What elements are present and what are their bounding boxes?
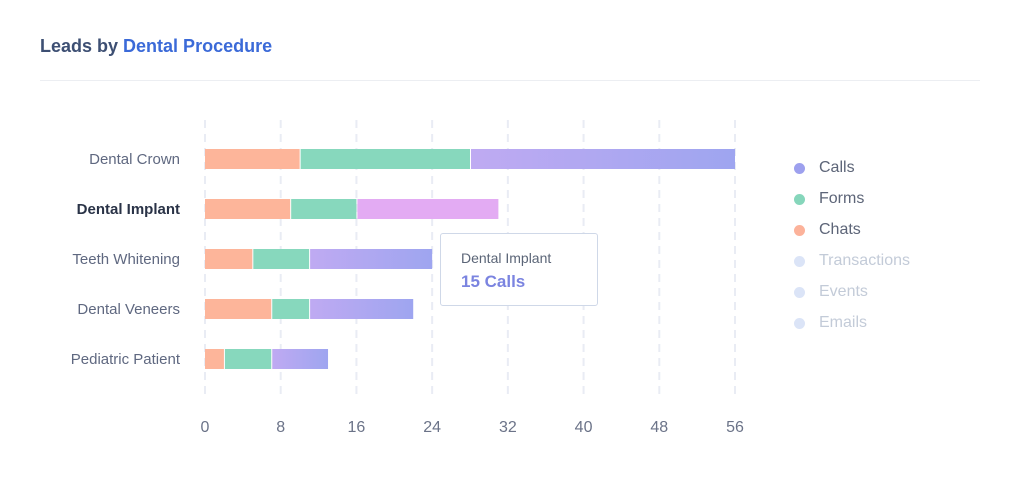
bar-segment-chats: [205, 299, 272, 319]
x-tick-label: 32: [499, 419, 517, 436]
legend-dot: [794, 317, 805, 329]
legend-label: Calls: [819, 159, 855, 176]
legend-item-events[interactable]: Events: [794, 272, 910, 312]
x-tick-label: 56: [726, 419, 744, 436]
category-label: Dental Crown: [89, 151, 180, 168]
legend-label: Chats: [819, 221, 861, 238]
category-label: Dental Implant: [77, 201, 180, 218]
legend-dot: [794, 255, 805, 267]
bar-segment-calls: [471, 149, 735, 169]
bar-segment-forms: [291, 199, 357, 219]
chart-tooltip: Dental Implant 15 Calls: [440, 233, 598, 306]
x-tick-label: 8: [276, 419, 285, 436]
legend-dot: [794, 224, 805, 236]
tooltip-title: Dental Implant: [461, 250, 552, 266]
legend-label: Emails: [819, 314, 868, 331]
bar-segment-forms: [224, 349, 272, 369]
bar-segment-chats: [205, 149, 300, 169]
legend-label: Events: [819, 283, 868, 300]
x-tick-label: 0: [201, 419, 210, 436]
header-divider: [40, 80, 980, 81]
bar-segment-forms: [300, 149, 470, 169]
legend-item-transactions[interactable]: Transactions: [794, 241, 910, 281]
tooltip-value: 15 Calls: [461, 272, 526, 291]
legend-item-chats[interactable]: Chats: [794, 210, 910, 250]
chart-title: Leads by Dental Procedure: [40, 36, 272, 57]
title-part-1: Leads by: [40, 36, 119, 56]
legend-item-forms[interactable]: Forms: [794, 179, 910, 219]
category-label: Pediatric Patient: [71, 351, 181, 368]
bar-segment-calls: [357, 199, 499, 219]
bar-segment-forms: [253, 249, 310, 269]
legend-dot: [794, 193, 805, 205]
bar-segment-calls: [310, 249, 433, 269]
legend-label: Forms: [819, 190, 865, 207]
x-tick-label: 24: [423, 419, 441, 436]
bar-segment-chats: [205, 249, 253, 269]
x-tick-label: 48: [650, 419, 668, 436]
legend-label: Transactions: [819, 252, 910, 269]
title-part-2: Dental Procedure: [123, 36, 273, 56]
legend-dot: [794, 162, 805, 174]
bar-segment-calls: [272, 349, 329, 369]
category-label: Dental Veneers: [77, 301, 180, 318]
x-tick-label: 16: [348, 419, 366, 436]
chart-legend: Calls Forms Chats Transactions Events Emails: [794, 148, 910, 343]
legend-dot: [794, 286, 805, 298]
bar-segment-forms: [272, 299, 310, 319]
legend-item-emails[interactable]: Emails: [794, 303, 910, 343]
x-tick-label: 40: [575, 419, 593, 436]
category-label: Teeth Whitening: [72, 251, 180, 268]
bar-segment-chats: [205, 349, 224, 369]
bar-segment-chats: [205, 199, 291, 219]
bar-segment-calls: [310, 299, 414, 319]
legend-item-calls[interactable]: Calls: [794, 148, 910, 188]
